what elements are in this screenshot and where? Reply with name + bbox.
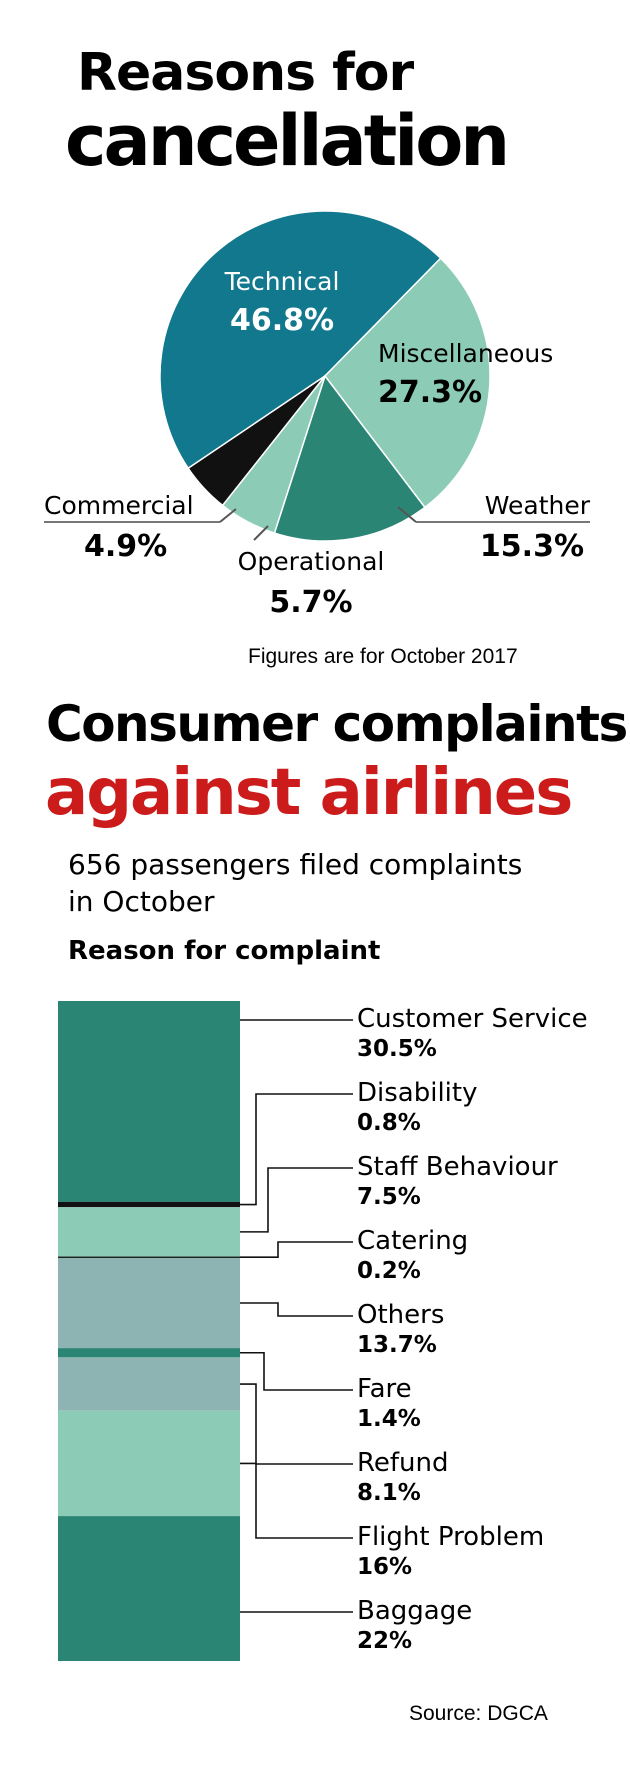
connector-refund <box>240 1383 353 1465</box>
connector-fare <box>240 1351 353 1391</box>
miscellaneous-label: Miscellaneous <box>378 339 553 368</box>
bar-segment-refund <box>58 1357 240 1411</box>
weather-leader <box>397 506 417 523</box>
pie-slice-commercial <box>187 375 326 507</box>
bar-segment-disability <box>58 1201 240 1208</box>
bar-segment-flight-problem <box>58 1410 240 1517</box>
pie-title-line1: Reasons for <box>77 43 414 103</box>
miscellaneous-value: 27.3% <box>378 375 482 410</box>
bar-label-catering: Catering <box>357 1226 468 1256</box>
bar-value-fare: 1.4% <box>357 1406 421 1432</box>
complaints-subtitle-line1: 656 passengers filed complaints <box>68 848 522 881</box>
complaints-subheading: Reason for complaint <box>68 936 380 966</box>
bar-label-fare: Fare <box>357 1374 412 1404</box>
bar-value-flight-problem: 16% <box>357 1554 412 1580</box>
pie-footnote: Figures are for October 2017 <box>248 645 518 668</box>
bar-value-baggage: 22% <box>357 1628 412 1654</box>
operational-leader <box>253 525 269 541</box>
bar-value-disability: 0.8% <box>357 1110 421 1136</box>
technical-value: 46.8% <box>230 303 334 338</box>
bar-segment-others <box>58 1257 240 1349</box>
bar-segment-baggage <box>58 1516 240 1661</box>
bar-label-baggage: Baggage <box>357 1596 472 1626</box>
bar-value-others: 13.7% <box>357 1332 437 1358</box>
source-note: Source: DGCA <box>409 1702 548 1725</box>
bar-label-others: Others <box>357 1300 444 1330</box>
commercial-label: Commercial <box>44 491 194 520</box>
bar-label-customer-service: Customer Service <box>357 1004 588 1034</box>
bar-label-disability: Disability <box>357 1078 477 1108</box>
bar-segment-fare <box>58 1348 240 1358</box>
bar-value-staff-behaviour: 7.5% <box>357 1184 421 1210</box>
weather-value: 15.3% <box>480 529 584 564</box>
complaints-subtitle-line2: in October <box>68 885 215 918</box>
bar-segment-staff-behaviour <box>58 1207 240 1257</box>
bar-segment-customer-service <box>58 1001 240 1202</box>
pie-chart <box>159 210 491 542</box>
connector-disability <box>240 1093 353 1206</box>
technical-label: Technical <box>224 267 340 296</box>
operational-value: 5.7% <box>269 585 352 620</box>
commercial-leader <box>219 508 237 523</box>
connector-others <box>240 1302 353 1317</box>
bar-value-customer-service: 30.5% <box>357 1036 437 1062</box>
pie-slice-technical <box>159 210 442 470</box>
stacked-bar <box>58 1001 240 1661</box>
operational-label: Operational <box>238 547 385 576</box>
connector-flight-problem <box>240 1462 353 1539</box>
bar-label-flight-problem: Flight Problem <box>357 1522 544 1552</box>
pie-slice-miscellaneous <box>324 257 491 509</box>
complaints-title-line1: Consumer complaints <box>46 695 627 753</box>
bar-label-refund: Refund <box>357 1448 449 1478</box>
bar-value-refund: 8.1% <box>357 1480 421 1506</box>
connector-staff-behaviour <box>240 1167 353 1233</box>
connector-catering <box>240 1241 353 1259</box>
bar-segment-catering <box>58 1256 240 1259</box>
complaints-title-line2: against airlines <box>45 756 571 830</box>
weather-label: Weather <box>485 491 591 520</box>
pie-title-line2: cancellation <box>65 100 507 182</box>
bar-connectors <box>240 1019 353 1613</box>
pie-leader-lines <box>44 506 590 541</box>
bar-label-staff-behaviour: Staff Behaviour <box>357 1152 558 1182</box>
bar-value-catering: 0.2% <box>357 1258 421 1284</box>
commercial-value: 4.9% <box>84 529 167 564</box>
